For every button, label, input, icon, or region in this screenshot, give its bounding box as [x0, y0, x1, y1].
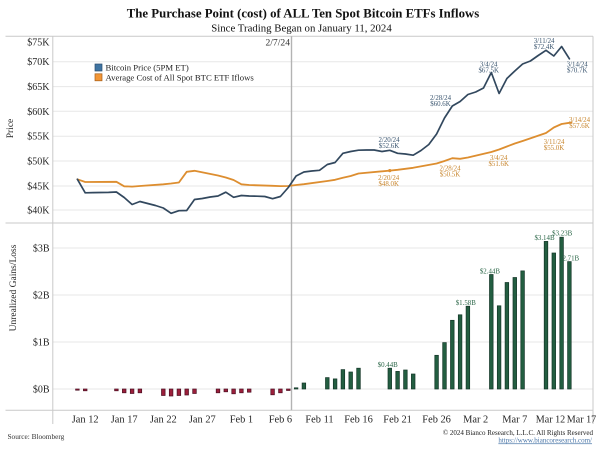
svg-text:$65K: $65K	[27, 82, 50, 93]
svg-text:$70.7K: $70.7K	[567, 68, 588, 75]
svg-text:Jan 17: Jan 17	[111, 415, 138, 426]
svg-text:$1.58B: $1.58B	[456, 300, 477, 307]
svg-text:Mar 12: Mar 12	[536, 415, 565, 426]
svg-text:$55K: $55K	[27, 132, 50, 143]
svg-text:$45K: $45K	[27, 182, 50, 193]
svg-text:$48.0K: $48.0K	[378, 181, 399, 188]
svg-text:Feb 16: Feb 16	[344, 415, 373, 426]
svg-text:Mar 2: Mar 2	[463, 415, 488, 426]
svg-text:© 2024 Bianco Research, L.L.C.: © 2024 Bianco Research, L.L.C. All Right…	[443, 429, 594, 437]
svg-text:Feb 11: Feb 11	[305, 415, 333, 426]
svg-text:$72.4K: $72.4K	[534, 44, 555, 51]
svg-text:$50K: $50K	[27, 157, 50, 168]
svg-text:$3B: $3B	[33, 244, 50, 255]
svg-text:2/7/24: 2/7/24	[265, 37, 290, 48]
svg-text:$70K: $70K	[27, 57, 50, 68]
svg-text:Unrealized Gains/Loss: Unrealized Gains/Loss	[9, 244, 19, 331]
svg-text:The Purchase Point (cost) of A: The Purchase Point (cost) of ALL Ten Spo…	[127, 7, 479, 21]
svg-text:3/11/24: 3/11/24	[534, 38, 555, 45]
svg-text:$67.5K: $67.5K	[478, 68, 499, 75]
svg-text:https://www.biancoresearch.com: https://www.biancoresearch.com/	[498, 436, 592, 444]
svg-text:3/4/24: 3/4/24	[480, 62, 498, 69]
svg-text:$3.14B: $3.14B	[534, 235, 555, 242]
svg-text:$60.6K: $60.6K	[430, 101, 451, 108]
svg-text:$55.0K: $55.0K	[544, 145, 565, 152]
svg-text:Bitcoin Price (5PM ET): Bitcoin Price (5PM ET)	[106, 63, 189, 73]
svg-text:$60K: $60K	[27, 107, 50, 118]
svg-text:3/14/24: 3/14/24	[567, 62, 589, 69]
svg-text:Feb 6: Feb 6	[269, 415, 292, 426]
svg-text:Since Trading Began on January: Since Trading Began on January 11, 2024	[211, 23, 392, 35]
svg-text:2.71B: 2.71B	[563, 256, 580, 263]
svg-text:$57.6K: $57.6K	[569, 123, 590, 130]
svg-text:$1B: $1B	[33, 338, 50, 349]
svg-text:$52.6K: $52.6K	[379, 143, 400, 150]
svg-text:Feb 26: Feb 26	[422, 415, 451, 426]
svg-text:2/28/24: 2/28/24	[430, 95, 452, 102]
svg-text:$51.6K: $51.6K	[488, 161, 509, 168]
svg-text:2/28/24: 2/28/24	[439, 166, 461, 173]
svg-text:$2B: $2B	[33, 291, 50, 302]
svg-text:Mar 17: Mar 17	[567, 415, 596, 426]
svg-text:Jan 22: Jan 22	[150, 415, 177, 426]
svg-text:Source: Bloomberg: Source: Bloomberg	[8, 432, 65, 441]
svg-text:3/4/24: 3/4/24	[490, 155, 508, 162]
svg-text:$50.5K: $50.5K	[440, 172, 461, 179]
svg-text:$0.44B: $0.44B	[378, 362, 399, 369]
svg-text:$3.23B: $3.23B	[552, 230, 573, 237]
svg-text:Jan 27: Jan 27	[189, 415, 216, 426]
svg-text:3/11/24: 3/11/24	[544, 139, 565, 146]
svg-text:Price: Price	[6, 119, 16, 139]
svg-text:$0B: $0B	[33, 385, 50, 396]
svg-text:2/20/24: 2/20/24	[378, 175, 400, 182]
svg-text:$2.44B: $2.44B	[480, 269, 501, 276]
svg-text:$75K: $75K	[27, 38, 50, 49]
svg-text:Jan 12: Jan 12	[72, 415, 99, 426]
svg-text:2/20/24: 2/20/24	[378, 137, 400, 144]
svg-text:Average Cost of All Spot BTC E: Average Cost of All Spot BTC ETF Iflows	[106, 72, 255, 82]
svg-text:Feb 1: Feb 1	[230, 415, 253, 426]
svg-text:3/14/24: 3/14/24	[569, 117, 591, 124]
svg-text:$40K: $40K	[27, 206, 50, 217]
svg-text:Feb 21: Feb 21	[383, 415, 412, 426]
svg-text:Mar 7: Mar 7	[502, 415, 527, 426]
